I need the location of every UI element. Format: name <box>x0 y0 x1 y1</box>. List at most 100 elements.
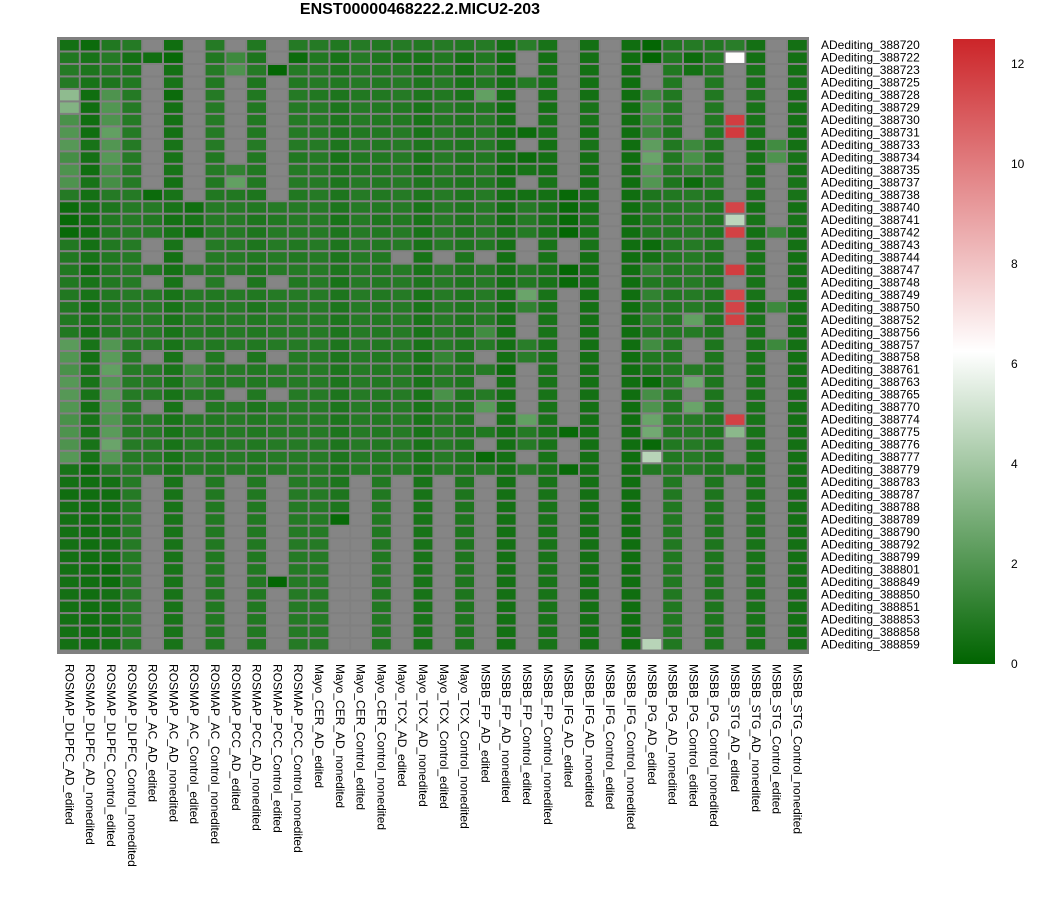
heatmap-cell <box>164 327 183 338</box>
column-label: ROSMAP_AC_Control_nonedited <box>208 664 222 844</box>
heatmap-cell <box>101 114 121 126</box>
heatmap-cell <box>392 464 412 475</box>
heatmap-cell <box>663 401 682 413</box>
heatmap-cell <box>600 426 620 438</box>
heatmap-cell <box>455 64 474 76</box>
heatmap-cell <box>101 77 121 88</box>
heatmap-cell <box>60 639 79 650</box>
heatmap-cell <box>247 227 266 238</box>
color-legend-bar <box>953 39 995 664</box>
heatmap-cell <box>642 114 662 126</box>
heatmap-cell <box>60 439 79 450</box>
heatmap-cell <box>663 414 682 425</box>
heatmap-cell <box>413 252 433 263</box>
heatmap-cell <box>538 501 558 513</box>
heatmap-cell <box>101 227 121 238</box>
heatmap-cell <box>184 401 204 413</box>
heatmap-cell <box>101 302 121 313</box>
heatmap-cell <box>288 177 308 188</box>
heatmap-cell <box>746 401 766 413</box>
row-label: ADediting_388748 <box>821 275 920 289</box>
heatmap-cell <box>268 364 287 375</box>
heatmap-cell <box>205 339 225 350</box>
heatmap-cell <box>351 139 370 151</box>
heatmap-cell <box>247 314 266 326</box>
heatmap-cell <box>517 514 537 525</box>
heatmap-cell <box>247 277 266 288</box>
heatmap-cell <box>247 364 266 375</box>
heatmap-cell <box>60 164 79 176</box>
heatmap-cell <box>767 426 786 438</box>
heatmap-cell <box>496 389 516 400</box>
heatmap-cell <box>455 439 474 450</box>
heatmap-cell <box>663 77 682 88</box>
heatmap-cell <box>767 214 786 226</box>
heatmap-cell <box>704 164 724 176</box>
heatmap-cell <box>226 227 246 238</box>
heatmap-cell <box>455 102 474 113</box>
heatmap-cell <box>413 302 433 313</box>
heatmap-cell <box>392 64 412 76</box>
heatmap-cell <box>184 426 204 438</box>
heatmap-cell <box>122 364 142 375</box>
heatmap-cell <box>580 327 599 338</box>
heatmap-cell <box>122 314 142 326</box>
heatmap-cell <box>268 52 287 63</box>
heatmap-cell <box>413 501 433 513</box>
heatmap-cell <box>164 202 183 213</box>
heatmap-cell <box>684 414 703 425</box>
heatmap-cell <box>164 289 183 301</box>
heatmap-cell <box>143 177 162 188</box>
heatmap-cell <box>205 476 225 488</box>
heatmap-cell <box>247 352 266 363</box>
column-label: MSBB_IFG_AD_edited <box>562 664 576 787</box>
heatmap-cell <box>288 501 308 513</box>
heatmap-cell <box>580 376 599 388</box>
heatmap-cell <box>725 202 745 213</box>
heatmap-cell <box>684 501 703 513</box>
heatmap-cell <box>642 152 662 163</box>
heatmap-cell <box>205 189 225 201</box>
heatmap-cell <box>413 239 433 251</box>
heatmap-cell <box>184 227 204 238</box>
heatmap-cell <box>268 214 287 226</box>
heatmap-cell <box>580 526 599 538</box>
heatmap-cell <box>704 576 724 588</box>
heatmap-cell <box>60 451 79 463</box>
heatmap-cell <box>288 376 308 388</box>
heatmap-cell <box>309 227 329 238</box>
heatmap-cell <box>268 64 287 76</box>
heatmap-cell <box>122 414 142 425</box>
heatmap-cell <box>538 389 558 400</box>
heatmap-cell <box>143 277 162 288</box>
row-label: ADediting_388849 <box>821 575 920 589</box>
heatmap-cell <box>767 601 786 613</box>
heatmap-cell <box>330 114 350 126</box>
heatmap-cell <box>621 302 641 313</box>
heatmap-cell <box>80 426 100 438</box>
heatmap-cell <box>621 551 641 563</box>
heatmap-cell <box>122 264 142 276</box>
row-labels: ADediting_388720ADediting_388722ADeditin… <box>821 38 920 651</box>
heatmap-cell <box>330 139 350 151</box>
heatmap-cell <box>621 139 641 151</box>
heatmap-cell <box>767 551 786 563</box>
heatmap-cell <box>663 576 682 588</box>
heatmap-cell <box>143 339 162 350</box>
heatmap-cell <box>101 277 121 288</box>
heatmap-cell <box>268 189 287 201</box>
heatmap-cell <box>621 52 641 63</box>
heatmap-cell <box>725 364 745 375</box>
heatmap-cell <box>788 426 807 438</box>
heatmap-cell <box>621 252 641 263</box>
heatmap-cell <box>247 389 266 400</box>
heatmap-cell <box>788 539 807 550</box>
heatmap-cell <box>288 401 308 413</box>
heatmap-cell <box>725 352 745 363</box>
heatmap-cell <box>268 576 287 588</box>
heatmap-cell <box>309 526 329 538</box>
heatmap-cell <box>309 202 329 213</box>
heatmap-cell <box>476 264 495 276</box>
heatmap-cell <box>517 376 537 388</box>
heatmap-cell <box>164 589 183 600</box>
